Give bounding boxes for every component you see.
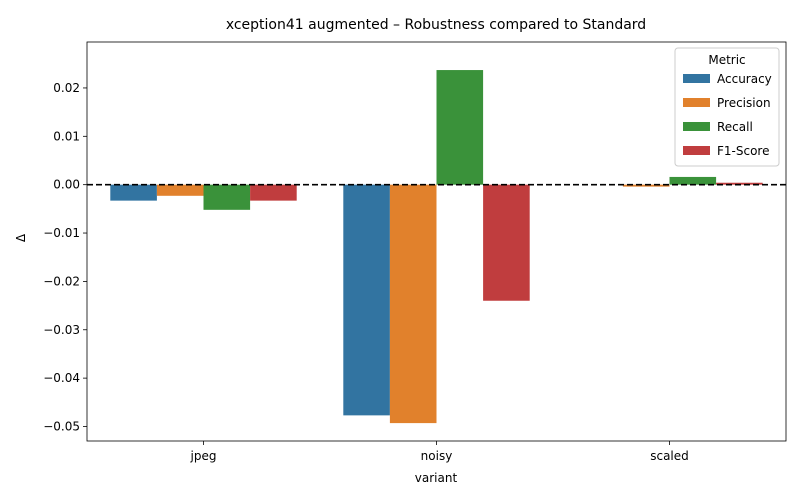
bar-precision-jpeg: [156, 184, 204, 196]
legend-swatch-precision: [683, 98, 710, 107]
legend-swatch-recall: [683, 122, 710, 131]
legend-label-f1-score: F1-Score: [717, 144, 769, 158]
y-tick-label: 0.01: [53, 129, 80, 143]
bar-f1-score-noisy: [483, 184, 530, 301]
bar-recall-jpeg: [203, 184, 251, 210]
y-tick-label: 0.02: [53, 81, 80, 95]
bar-precision-scaled: [622, 184, 670, 187]
bar-accuracy-jpeg: [110, 184, 157, 201]
legend-title: Metric: [708, 53, 745, 67]
bar-precision-noisy: [389, 184, 437, 424]
bar-recall-scaled: [669, 176, 717, 185]
legend-label-recall: Recall: [717, 120, 753, 134]
y-tick-label: −0.05: [43, 419, 80, 433]
x-tick-label: jpeg: [190, 449, 217, 463]
chart-title: xception41 augmented – Robustness compar…: [226, 17, 646, 33]
y-tick-label: −0.03: [43, 323, 80, 337]
legend-swatch-accuracy: [683, 74, 710, 83]
plot-area: 0.02 0.01 0.00 −0.01 −0.02 −0.03 −0.04 −0.05 jpe…: [43, 41, 787, 463]
x-tick-label: scaled: [650, 449, 689, 463]
legend-swatch-f1-score: [683, 146, 710, 155]
y-tick-label: −0.02: [43, 274, 80, 288]
legend-label-precision: Precision: [717, 96, 771, 110]
legend: Metric Accuracy Precision Recall F1-Score: [674, 47, 780, 167]
legend-label-accuracy: Accuracy: [717, 72, 772, 86]
y-tick-label: 0.00: [53, 178, 80, 192]
bar-f1-score-jpeg: [250, 184, 297, 201]
y-tick-label: −0.01: [43, 226, 80, 240]
y-axis-label: Δ: [14, 233, 28, 242]
bar-recall-noisy: [436, 70, 484, 185]
bar-accuracy-noisy: [343, 184, 390, 416]
x-tick-label: noisy: [421, 449, 453, 463]
x-axis-label: variant: [415, 471, 458, 485]
bar-f1-score-scaled: [716, 182, 763, 185]
y-tick-label: −0.04: [43, 371, 80, 385]
